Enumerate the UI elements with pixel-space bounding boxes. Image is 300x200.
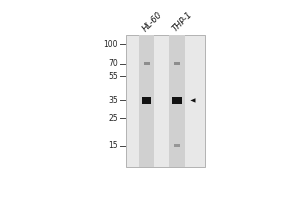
Text: THP-1: THP-1	[171, 10, 194, 33]
Text: 15: 15	[108, 141, 118, 150]
Text: 70: 70	[108, 59, 118, 68]
Text: 35: 35	[108, 96, 118, 105]
Text: 25: 25	[108, 114, 118, 123]
Bar	[126, 35, 205, 167]
Text: 100: 100	[103, 40, 118, 49]
Bar	[142, 97, 152, 104]
Bar	[139, 35, 154, 167]
Polygon shape	[190, 98, 196, 103]
Bar	[174, 62, 180, 65]
Text: HL-60: HL-60	[140, 10, 164, 33]
Bar	[174, 144, 180, 147]
Text: 55: 55	[108, 72, 118, 81]
Bar	[172, 97, 182, 104]
Bar	[169, 35, 184, 167]
Bar	[144, 62, 150, 65]
